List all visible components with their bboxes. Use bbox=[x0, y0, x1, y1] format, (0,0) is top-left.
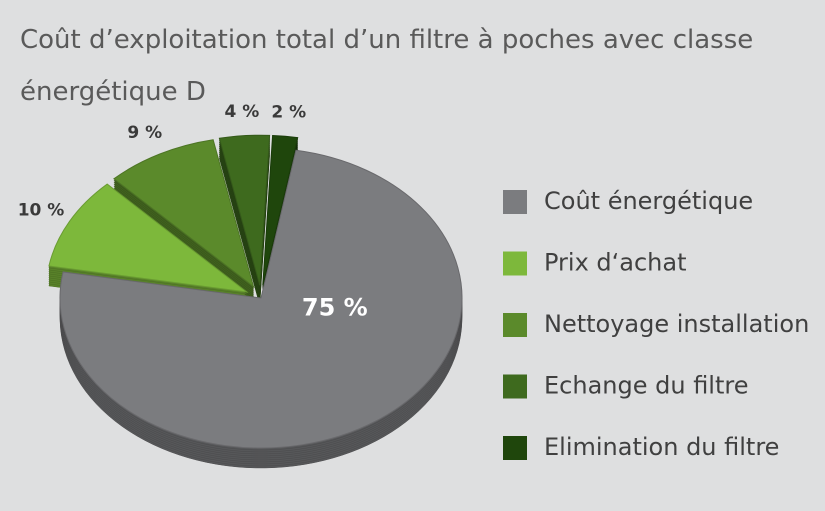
data-label: 4 % bbox=[224, 102, 259, 122]
slice bbox=[262, 134, 299, 286]
data-label: 2 % bbox=[271, 102, 306, 122]
chart-title: Coût d’exploitation total d’un filtre à … bbox=[20, 25, 754, 107]
legend-swatch bbox=[503, 374, 527, 399]
slice bbox=[59, 149, 463, 449]
legend-swatch bbox=[503, 251, 527, 276]
legend-label: Prix d‘achat bbox=[544, 249, 687, 277]
slice bbox=[218, 134, 271, 286]
legend-swatch bbox=[503, 436, 527, 460]
legend-label: Coût énergétique bbox=[544, 187, 753, 215]
legend-swatch bbox=[503, 313, 527, 337]
legend-swatch bbox=[503, 190, 527, 214]
legend-label: Nettoyage installation bbox=[544, 310, 809, 338]
legend-label: Elimination du filtre bbox=[544, 433, 779, 461]
data-label: 75 % bbox=[302, 294, 368, 322]
slice bbox=[48, 183, 249, 293]
data-label: 9 % bbox=[127, 123, 162, 143]
data-label: 10 % bbox=[18, 200, 65, 220]
legend-label: Echange du filtre bbox=[544, 372, 749, 400]
slice bbox=[113, 139, 255, 288]
